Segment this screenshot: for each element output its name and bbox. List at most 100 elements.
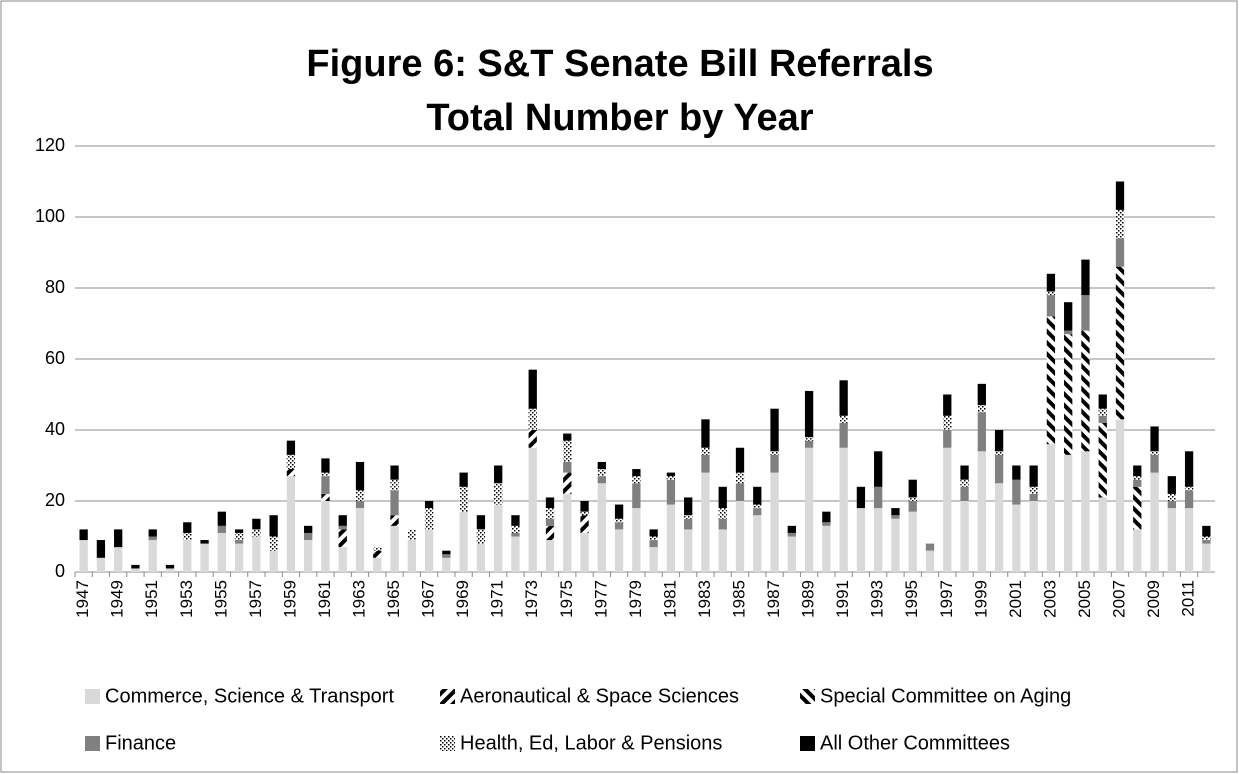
bar-segment — [1150, 426, 1159, 452]
bar-segment — [1115, 266, 1125, 420]
bar-segment — [269, 536, 278, 551]
bar-segment — [1081, 259, 1090, 296]
bar-segment — [1046, 444, 1056, 572]
bar-segment — [476, 543, 486, 572]
bar-segment — [1202, 536, 1211, 541]
bar-segment — [666, 504, 676, 572]
bar-segment — [839, 447, 848, 572]
bar-segment — [390, 515, 399, 526]
x-tick-label: 1955 — [211, 580, 230, 618]
bar-segment — [580, 501, 589, 512]
bar-segment — [632, 508, 641, 572]
bar-segment — [908, 497, 917, 501]
bar-segment — [960, 465, 969, 480]
bar-segment — [614, 504, 624, 519]
bar-segment — [960, 486, 969, 501]
bar-segment — [1150, 472, 1159, 572]
bar-segment — [252, 529, 261, 537]
bar-segment — [839, 380, 848, 416]
bar-segment — [131, 564, 140, 569]
x-tick-label: 1959 — [280, 580, 299, 618]
bar-segment — [148, 536, 157, 541]
bar-segment — [1081, 451, 1090, 572]
bar-segment — [563, 472, 572, 494]
bar-segment — [1202, 525, 1211, 537]
bar-segment — [390, 490, 399, 516]
bar-segment — [217, 525, 226, 533]
y-tick-label: 100 — [35, 206, 65, 226]
bar-segment — [338, 515, 347, 526]
bar-segment — [891, 518, 900, 572]
bar-segment — [580, 515, 589, 533]
bar-segment — [1167, 476, 1176, 494]
bar-segment — [770, 454, 779, 473]
bar-segment — [165, 568, 175, 572]
bar-segment — [1184, 451, 1194, 487]
bar-segment — [131, 568, 140, 572]
y-tick-label: 120 — [35, 135, 65, 155]
bar-segment — [114, 529, 123, 548]
bar-segment — [787, 536, 796, 572]
bar-segment — [701, 472, 710, 572]
x-tick-label: 1997 — [937, 580, 956, 618]
x-tick-label: 2011 — [1179, 580, 1198, 617]
bar-segment — [580, 532, 589, 572]
bar-segment — [735, 483, 745, 501]
bar-segment — [338, 547, 347, 572]
bar-segment — [718, 529, 727, 572]
bar-segment — [563, 433, 572, 441]
bar-segment — [994, 483, 1004, 572]
legend-swatch — [85, 736, 100, 751]
bar-segment — [770, 408, 779, 452]
bar-segment — [1029, 486, 1038, 494]
bar-segment — [943, 394, 952, 416]
bar-segment — [1012, 479, 1021, 505]
bar-segment — [735, 447, 745, 473]
bar-segment — [718, 518, 727, 530]
x-tick-label: 1977 — [591, 580, 610, 618]
bar-segment — [1081, 295, 1090, 331]
legend-label: Aeronautical & Space Sciences — [460, 685, 739, 707]
bar-segment — [476, 515, 486, 530]
bar-segment — [234, 529, 244, 533]
bar-segment — [1115, 238, 1125, 267]
bar-segment — [494, 504, 503, 572]
y-tick-label: 80 — [45, 277, 65, 297]
bar-segment — [1115, 419, 1125, 572]
x-tick-label: 1991 — [833, 580, 852, 618]
bar-segment — [770, 472, 779, 572]
bar-segment — [321, 476, 330, 494]
bar-segment — [96, 557, 106, 572]
x-tick-label: 1999 — [971, 580, 990, 618]
bar-segment — [1029, 501, 1038, 572]
bar-segment — [79, 529, 88, 541]
x-tick-label: 2005 — [1075, 580, 1094, 618]
bar-segment — [632, 483, 641, 509]
bar-segment — [822, 522, 831, 526]
bar-segment — [1012, 504, 1021, 572]
bar-segment — [874, 486, 883, 509]
bar-segment — [321, 458, 330, 473]
bar-segment — [442, 550, 451, 555]
bar-segment — [511, 532, 520, 537]
bar-segment — [787, 532, 796, 537]
bar-segment — [666, 476, 676, 480]
bar-segment — [476, 529, 486, 544]
bar-segment — [494, 483, 503, 505]
bar-segment — [1167, 508, 1176, 572]
bar-segment — [614, 522, 624, 530]
bar-segment — [649, 540, 658, 548]
bar-segment — [597, 461, 606, 470]
bar-segment — [390, 465, 399, 480]
bar-segment — [96, 540, 106, 558]
bar-segment — [856, 508, 866, 572]
bar-segment — [1133, 529, 1142, 572]
bar-segment — [545, 525, 555, 541]
bar-segment — [1150, 451, 1159, 455]
legend-swatch — [85, 689, 100, 704]
bar-segment — [1133, 479, 1142, 487]
bar-segment — [1115, 181, 1125, 210]
bar-segment — [684, 497, 693, 516]
bar-segment — [1167, 501, 1176, 509]
